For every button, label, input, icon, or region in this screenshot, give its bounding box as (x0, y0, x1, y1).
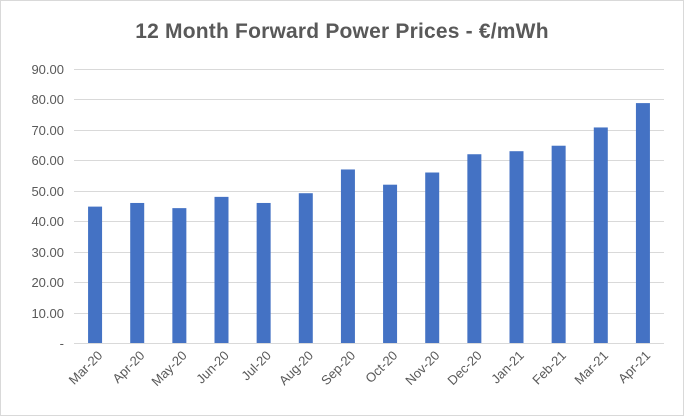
bar (509, 151, 524, 343)
x-tick-label: Nov-20 (402, 348, 442, 388)
bar (172, 208, 187, 343)
y-tick-label: 30.00 (31, 245, 64, 260)
y-tick-label: 80.00 (31, 92, 64, 107)
y-tick-label: - (60, 336, 64, 351)
bars (88, 103, 650, 343)
x-tick-label: Sep-20 (318, 348, 358, 388)
x-tick-label: Mar-20 (66, 348, 106, 388)
bar (214, 196, 229, 343)
y-axis-ticks: - 10.00 20.00 30.00 40.00 50.00 60.00 70.00 80.0… (31, 62, 64, 351)
bar (635, 103, 650, 343)
bar (298, 193, 313, 343)
bar (88, 206, 103, 343)
bar (130, 202, 145, 343)
chart-title: 12 Month Forward Power Prices - €/mWh (135, 20, 549, 43)
x-tick-label: Jul-20 (238, 348, 274, 384)
x-tick-label: Jun-20 (193, 348, 232, 387)
x-axis-ticks: Mar-20 Apr-20 May-20 Jun-20 Jul-20 Aug-20 Sep-… (66, 348, 654, 389)
y-tick-label: 10.00 (31, 306, 64, 321)
gridlines (74, 69, 664, 344)
x-tick-label: Feb-21 (529, 348, 569, 388)
x-tick-label: Jan-21 (488, 348, 527, 387)
bar (551, 145, 566, 343)
bar (425, 172, 440, 343)
y-tick-label: 50.00 (31, 184, 64, 199)
x-tick-label: Apr-21 (615, 348, 653, 386)
bar (593, 127, 608, 343)
y-tick-label: 40.00 (31, 214, 64, 229)
y-tick-label: 70.00 (31, 123, 64, 138)
bar (467, 154, 482, 343)
x-tick-label: Mar-21 (571, 348, 611, 388)
bar (256, 202, 271, 343)
bar (383, 184, 398, 343)
x-tick-label: Oct-20 (362, 348, 400, 386)
x-tick-label: May-20 (148, 348, 189, 389)
x-tick-label: Dec-20 (444, 348, 484, 388)
x-tick-label: Apr-20 (109, 348, 147, 386)
y-tick-label: 60.00 (31, 153, 64, 168)
y-tick-label: 20.00 (31, 275, 64, 290)
bar (340, 169, 355, 343)
x-tick-label: Aug-20 (276, 348, 316, 388)
y-tick-label: 90.00 (31, 62, 64, 77)
